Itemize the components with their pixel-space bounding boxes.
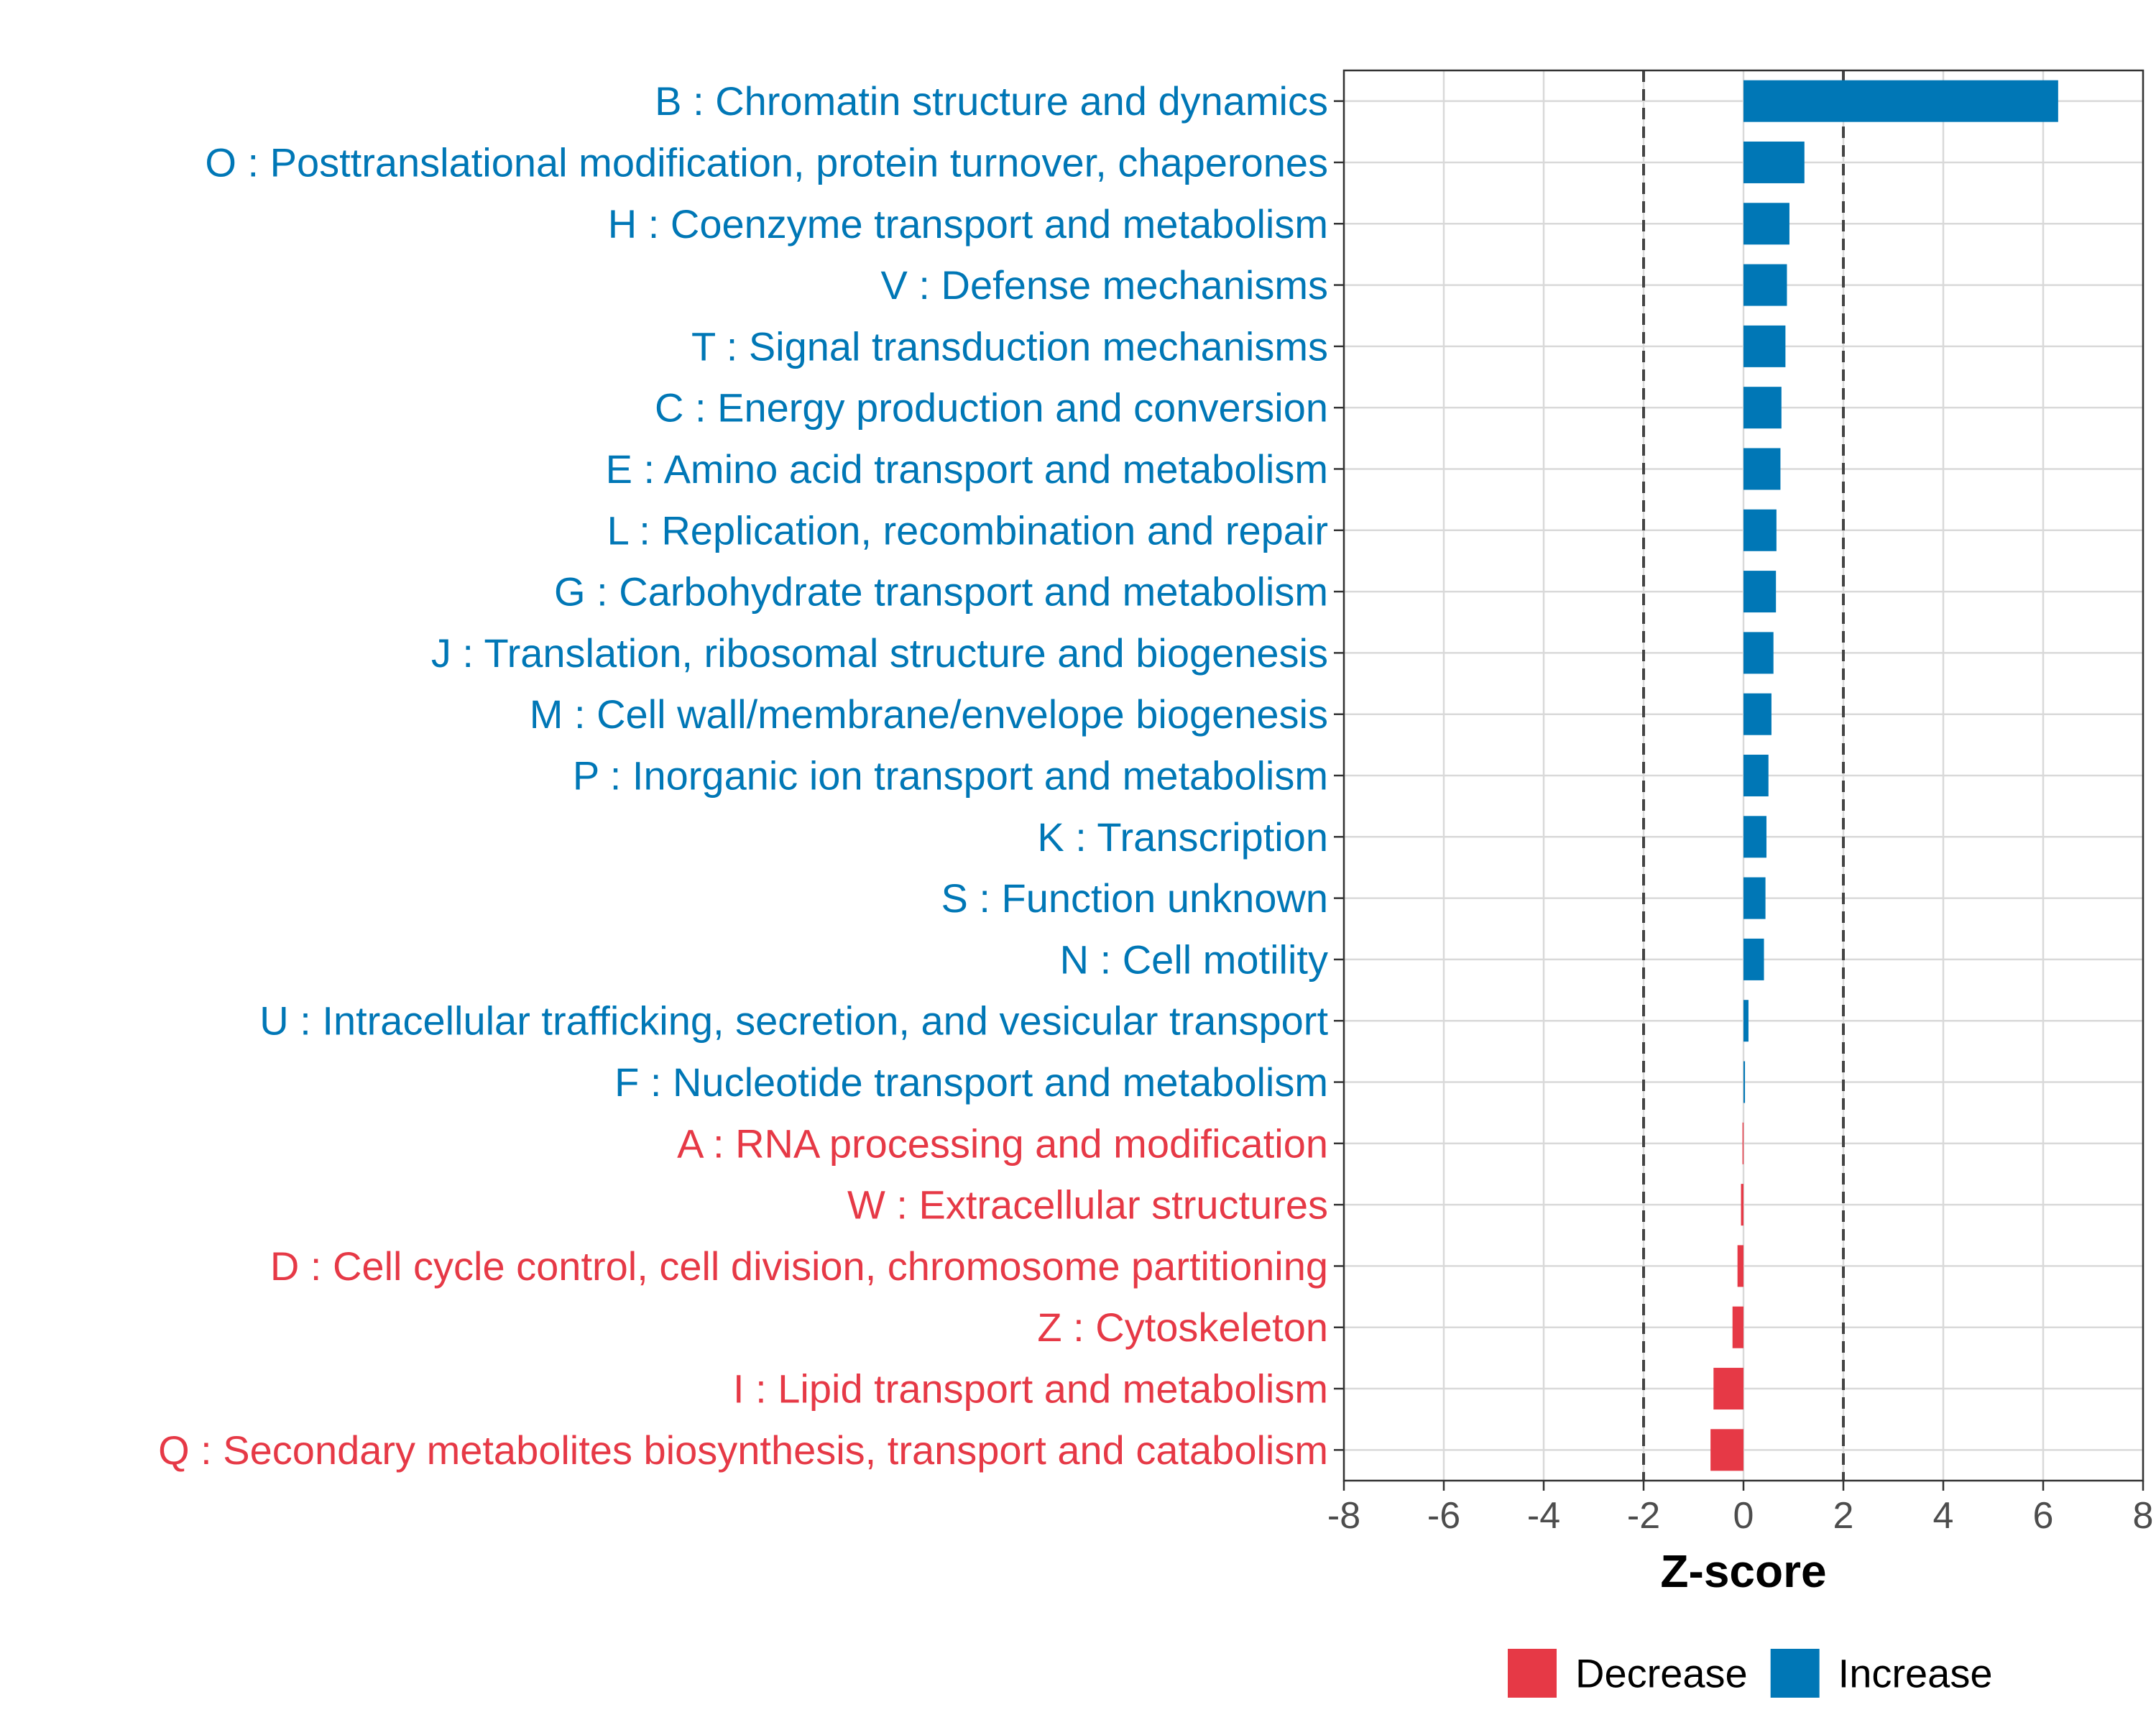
bar — [1743, 938, 1764, 980]
x-tick-label: -4 — [1527, 1495, 1560, 1537]
category-label: J : Translation, ribosomal structure and… — [431, 630, 1328, 676]
category-label: F : Nucleotide transport and metabolism — [614, 1059, 1328, 1105]
category-label: Z : Cytoskeleton — [1037, 1305, 1328, 1350]
x-tick-label: -6 — [1427, 1495, 1460, 1537]
y-axis-ticks — [1334, 100, 1344, 1451]
category-labels: B : Chromatin structure and dynamics O : … — [158, 78, 1328, 1473]
bar — [1743, 693, 1772, 735]
threshold-lines — [1642, 70, 1845, 1481]
legend-swatch — [1770, 1649, 1820, 1698]
x-axis-title: Z-score — [1660, 1545, 1826, 1597]
category-label: S : Function unknown — [941, 875, 1328, 921]
category-label: I : Lipid transport and metabolism — [733, 1366, 1328, 1412]
bar — [1732, 1306, 1743, 1348]
x-tick-label: 2 — [1833, 1495, 1854, 1537]
category-label: B : Chromatin structure and dynamics — [655, 78, 1328, 124]
bar — [1743, 1061, 1746, 1103]
category-label: O : Posttranslational modification, prot… — [205, 139, 1328, 185]
category-label: G : Carbohydrate transport and metabolis… — [554, 569, 1328, 615]
bar — [1737, 1245, 1743, 1287]
bar — [1713, 1368, 1743, 1410]
bar — [1743, 1000, 1749, 1042]
x-tick-label: -2 — [1627, 1495, 1660, 1537]
category-label: W : Extracellular structures — [847, 1182, 1328, 1228]
bar — [1741, 1184, 1743, 1226]
bar — [1743, 571, 1777, 613]
category-label: V : Defense mechanisms — [881, 262, 1328, 308]
category-label: P : Inorganic ion transport and metaboli… — [573, 753, 1328, 799]
legend-swatch — [1508, 1649, 1557, 1698]
bar — [1743, 816, 1766, 858]
bar — [1743, 203, 1789, 245]
category-label: T : Signal transduction mechanisms — [691, 323, 1328, 369]
legend-label: Increase — [1838, 1651, 1993, 1696]
x-axis-ticks: -8 -6 -4 -2 0 2 4 6 8 — [1327, 1481, 2154, 1537]
bar — [1710, 1429, 1743, 1471]
category-label: E : Amino acid transport and metabolism — [606, 446, 1328, 492]
category-label: L : Replication, recombination and repai… — [607, 507, 1328, 553]
category-label: H : Coenzyme transport and metabolism — [608, 201, 1328, 247]
category-label: A : RNA processing and modification — [677, 1121, 1328, 1166]
bar — [1742, 1122, 1744, 1164]
bars — [1710, 80, 2058, 1471]
legend-label: Decrease — [1575, 1651, 1748, 1696]
x-tick-label: 6 — [2033, 1495, 2054, 1537]
bar — [1743, 325, 1786, 367]
x-tick-label: 0 — [1733, 1495, 1754, 1537]
legend: Decrease Increase — [1508, 1649, 1992, 1698]
bar — [1743, 80, 2058, 122]
bar — [1743, 877, 1766, 919]
category-label: N : Cell motility — [1060, 937, 1328, 982]
x-tick-label: 8 — [2133, 1495, 2154, 1537]
category-label: C : Energy production and conversion — [655, 385, 1328, 431]
x-tick-label: 4 — [1933, 1495, 1954, 1537]
bar — [1743, 754, 1769, 797]
bar — [1743, 509, 1777, 551]
bar — [1743, 141, 1805, 183]
bar — [1743, 264, 1787, 306]
x-tick-label: -8 — [1327, 1495, 1360, 1537]
category-label: M : Cell wall/membrane/envelope biogenes… — [530, 691, 1328, 737]
bar — [1743, 632, 1774, 674]
category-label: U : Intracellular trafficking, secretion… — [259, 998, 1328, 1044]
category-label: D : Cell cycle control, cell division, c… — [270, 1243, 1328, 1289]
bar — [1743, 387, 1782, 429]
category-label: Q : Secondary metabolites biosynthesis, … — [158, 1427, 1328, 1473]
bar — [1743, 448, 1781, 490]
category-label: K : Transcription — [1037, 814, 1328, 860]
